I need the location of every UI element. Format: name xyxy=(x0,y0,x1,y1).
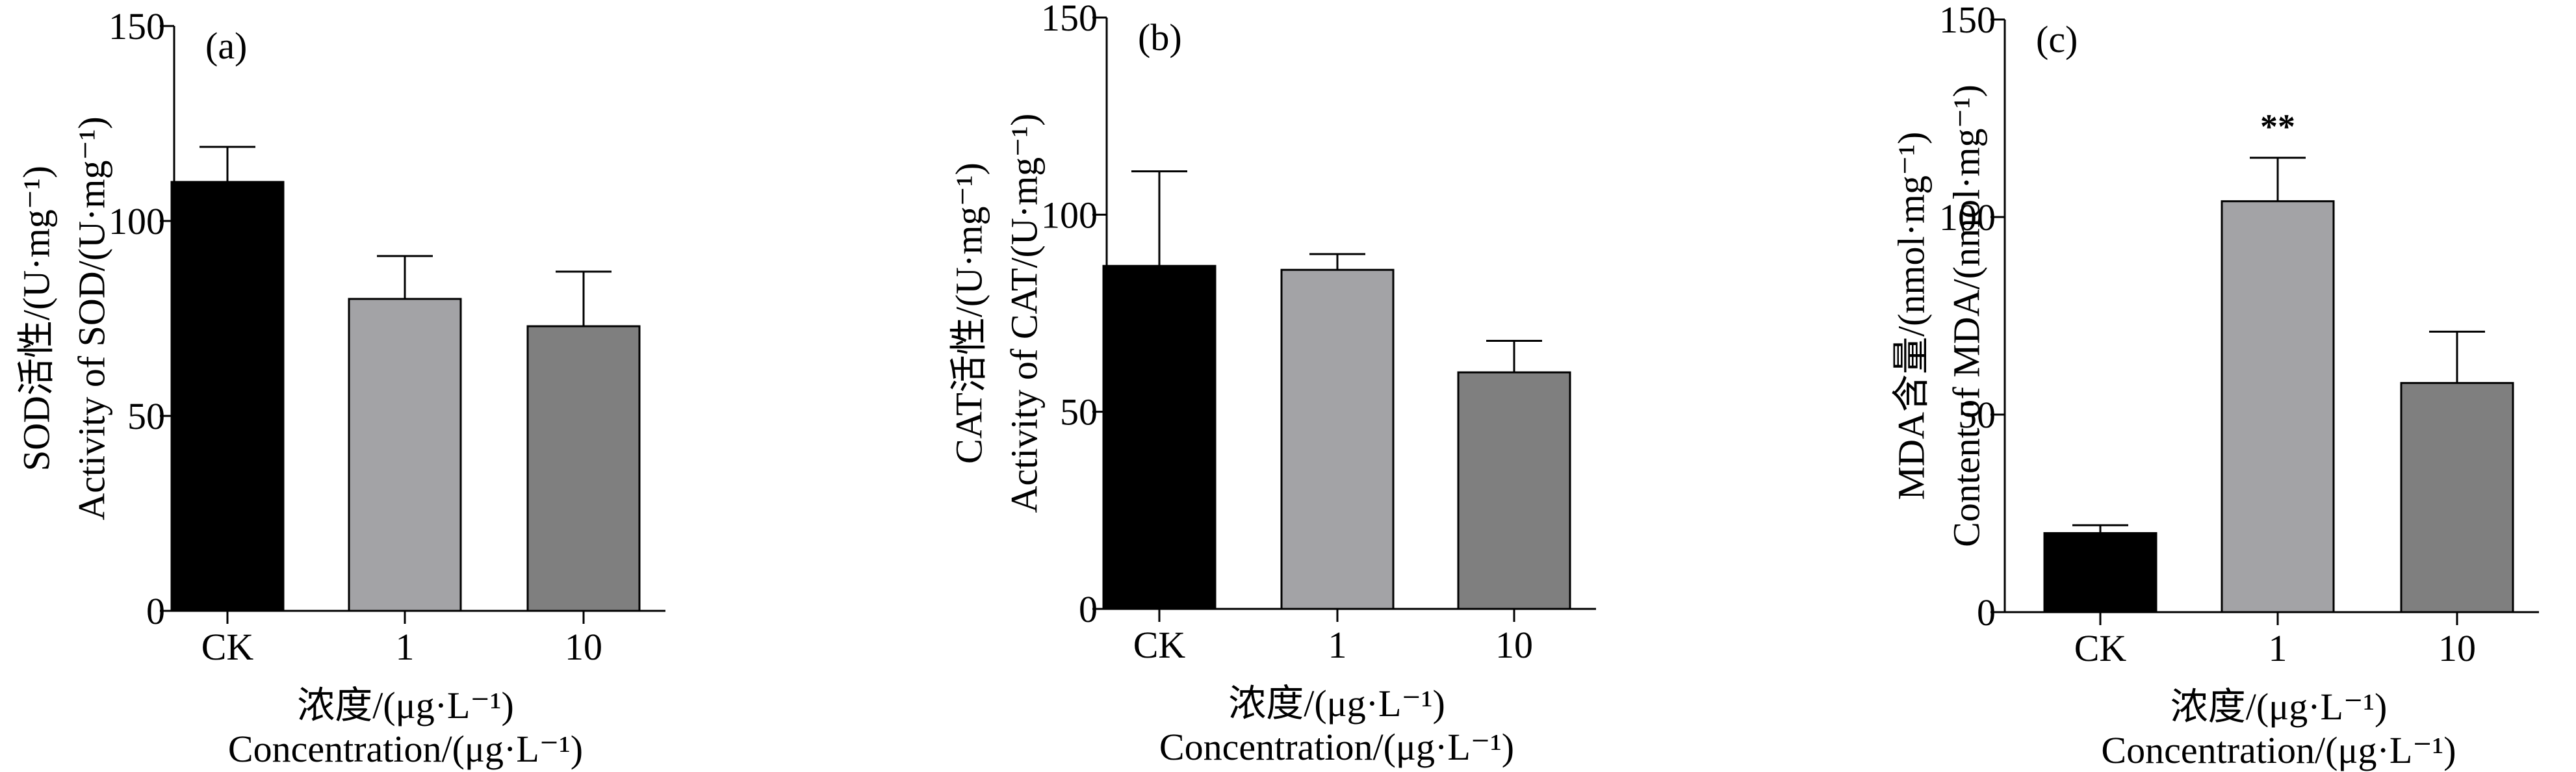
bar-ck xyxy=(2043,532,2157,613)
x-axis-label: Concentration/(μg·L⁻¹) xyxy=(2101,729,2456,771)
y-axis-label: Content of MDA/(nmol·mg⁻¹) xyxy=(1945,84,1987,547)
panel-label: (c) xyxy=(2036,18,2078,60)
x-tick-label: CK xyxy=(1133,624,1186,666)
x-tick-label: 10 xyxy=(2438,627,2476,669)
y-tick-label: 0 xyxy=(1977,591,1996,634)
y-tick-label: 50 xyxy=(1060,391,1098,433)
y-tick-label: 0 xyxy=(1079,588,1098,630)
x-tick-label: 1 xyxy=(1328,624,1347,666)
x-tick-label: CK xyxy=(2074,627,2127,669)
x-axis-label: Concentration/(μg·L⁻¹) xyxy=(1159,726,1514,768)
y-axis-label: SOD活性/(U·mg⁻¹) xyxy=(15,166,57,471)
panel-b: 0 50 100 150 CK 1 10 (b) CAT活性/(U·mg⁻¹) Activity … xyxy=(947,0,1596,768)
bar-10 xyxy=(1457,371,1571,610)
bar-1 xyxy=(2221,200,2335,613)
y-tick-label: 0 xyxy=(146,590,165,632)
y-tick-label: 150 xyxy=(1041,0,1098,39)
x-tick-label: 1 xyxy=(2269,627,2287,669)
y-tick-label: 150 xyxy=(1939,0,1996,41)
panel-c: 0 50 100 150 CK 1 ** 10 (c) MDA含量/(nmol·mg⁻¹) Cont… xyxy=(1890,0,2539,771)
bar-1 xyxy=(1280,268,1395,610)
y-tick-label: 50 xyxy=(127,395,165,437)
y-tick-label: 100 xyxy=(109,200,165,242)
x-tick-label: 10 xyxy=(565,626,602,668)
y-tick-label: 50 xyxy=(1958,394,1996,436)
x-tick-label: 10 xyxy=(1495,624,1533,666)
y-axis-label: Activity of CAT/(U·mg⁻¹) xyxy=(1003,113,1045,513)
y-tick-label: 100 xyxy=(1041,194,1098,236)
significance-label: ** xyxy=(2260,107,2295,146)
y-axis-label: CAT活性/(U·mg⁻¹) xyxy=(947,162,990,464)
y-axis-label: MDA含量/(nmol·mg⁻¹) xyxy=(1890,132,1932,500)
x-tick-label: CK xyxy=(201,626,254,668)
panel-a: 0 50 100 150 CK 1 10 (a) SOD活性/(U·mg⁻¹) Activity … xyxy=(15,5,665,770)
x-axis-label: 浓度/(μg·L⁻¹) xyxy=(2170,686,2388,728)
bar-ck xyxy=(1102,264,1217,610)
panel-label: (a) xyxy=(205,25,247,67)
x-tick-label: 1 xyxy=(396,626,415,668)
x-axis-label: Concentration/(μg·L⁻¹) xyxy=(228,728,583,770)
bar-1 xyxy=(348,298,462,612)
y-tick-label: 150 xyxy=(109,5,165,47)
bar-10 xyxy=(2400,381,2514,613)
y-tick-label: 100 xyxy=(1939,196,1996,238)
y-axis-label: Activity of SOD/(U·mg⁻¹) xyxy=(70,116,112,521)
bar-10 xyxy=(526,325,641,612)
x-axis-label: 浓度/(μg·L⁻¹) xyxy=(297,684,514,727)
panel-label: (b) xyxy=(1138,16,1182,58)
x-axis-label: 浓度/(μg·L⁻¹) xyxy=(1228,682,1445,725)
bar-ck xyxy=(170,181,285,612)
